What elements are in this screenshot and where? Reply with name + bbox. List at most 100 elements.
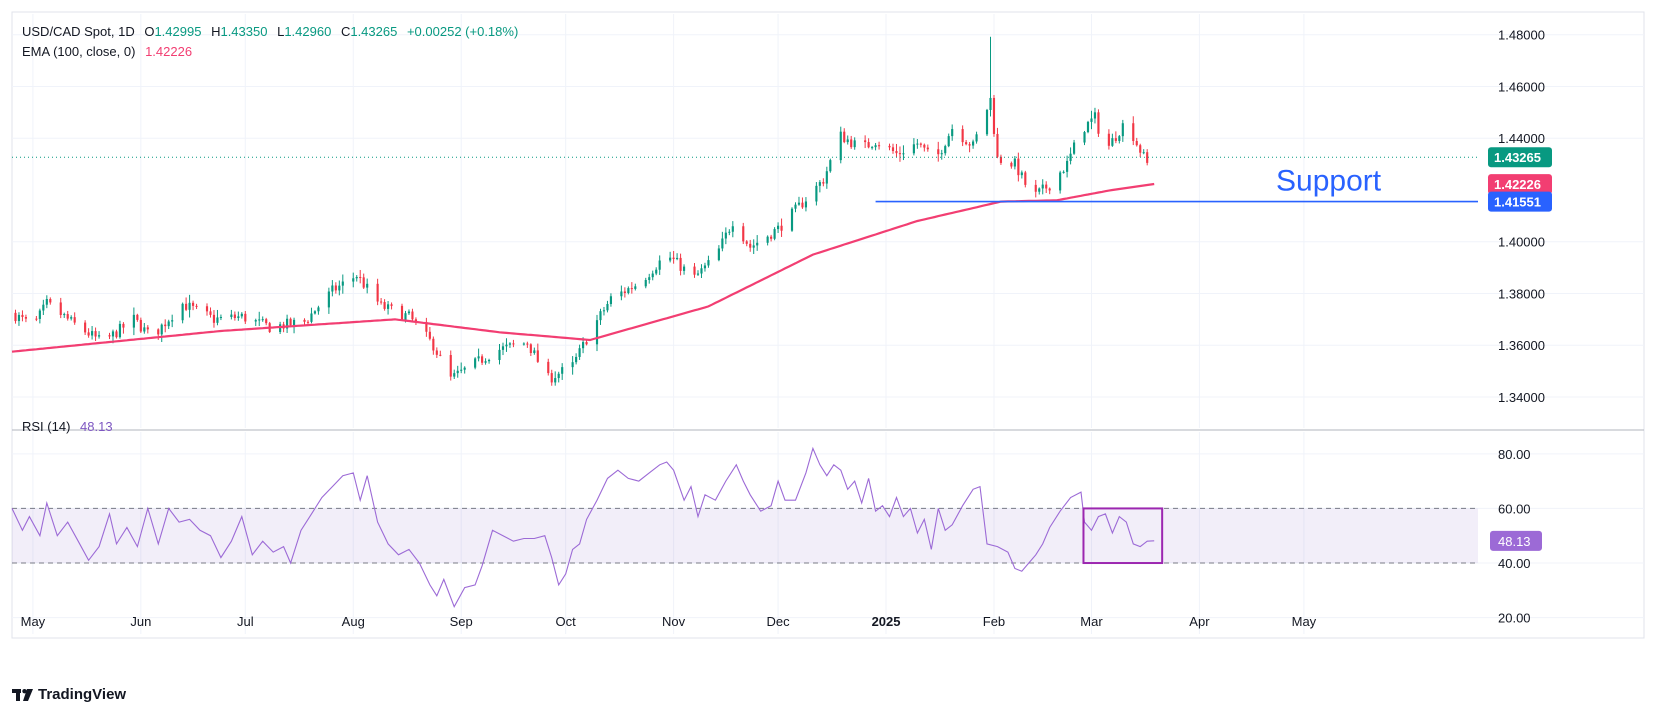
candle-body bbox=[839, 131, 842, 161]
candle-body bbox=[501, 346, 505, 350]
candle-body bbox=[205, 306, 209, 312]
candle-body bbox=[362, 277, 365, 288]
candle-body bbox=[898, 153, 902, 155]
tradingview-icon bbox=[12, 688, 33, 701]
candle-body bbox=[623, 291, 626, 294]
rsi-badge bbox=[1490, 530, 1542, 551]
rsi-tick-label: 40.00 bbox=[1498, 556, 1531, 571]
candle-body bbox=[756, 242, 759, 246]
candle-body bbox=[14, 312, 17, 322]
candle-body bbox=[265, 319, 268, 324]
candle-body bbox=[891, 147, 895, 152]
price-grid bbox=[12, 14, 1644, 428]
candle-body bbox=[676, 257, 679, 260]
candle-body bbox=[1010, 162, 1013, 167]
rsi-highlight-box bbox=[1082, 507, 1164, 565]
candle-body bbox=[1024, 172, 1027, 185]
legend-row-ema: EMA (100, close, 0) 1.42226 bbox=[22, 44, 198, 59]
rsi-axis[interactable]: 80.00 60.00 40.00 20.00 48.13 bbox=[1490, 447, 1542, 626]
candle-body bbox=[317, 307, 320, 312]
candle-body bbox=[533, 350, 536, 354]
candle-body bbox=[707, 260, 710, 266]
candle-body bbox=[1020, 172, 1023, 176]
candle-body bbox=[313, 311, 317, 314]
tradingview-logo[interactable]: TradingView bbox=[12, 686, 126, 703]
ema-value: 1.42226 bbox=[145, 44, 193, 59]
candle-body bbox=[1041, 184, 1044, 189]
candle-body bbox=[17, 314, 21, 322]
candle-body bbox=[940, 153, 943, 155]
candle-body bbox=[1097, 112, 1100, 134]
time-axis[interactable]: May Jun Jul Aug Sep Oct Nov Dec 2025 Feb Mar Apr May bbox=[21, 614, 1317, 629]
candle-body bbox=[1118, 136, 1121, 141]
candle-body bbox=[164, 324, 167, 327]
candle-body bbox=[992, 97, 996, 134]
candle-body bbox=[609, 296, 613, 305]
candle-body bbox=[463, 367, 466, 370]
candle-body bbox=[951, 129, 954, 137]
candle-body bbox=[1062, 171, 1065, 173]
candle-body bbox=[797, 202, 801, 205]
candle-body bbox=[146, 327, 149, 330]
rsi-14-line bbox=[11, 446, 1155, 609]
candle-body bbox=[505, 344, 508, 347]
candle-body bbox=[1048, 188, 1051, 191]
candle-body bbox=[139, 319, 142, 332]
candle-body bbox=[975, 134, 978, 142]
candle-body bbox=[487, 359, 491, 362]
candle-body bbox=[216, 317, 219, 323]
candle-body bbox=[888, 145, 891, 148]
candle-body bbox=[1038, 188, 1041, 192]
candle-body bbox=[874, 145, 877, 148]
price-badge bbox=[1488, 147, 1552, 168]
candle-body bbox=[944, 146, 947, 154]
candle-body bbox=[728, 231, 731, 233]
candle-body bbox=[303, 319, 306, 322]
candle-body bbox=[219, 316, 223, 318]
candle-body bbox=[902, 153, 905, 155]
candle-body bbox=[630, 288, 633, 290]
candle-body bbox=[456, 370, 459, 374]
candle-body bbox=[937, 149, 940, 155]
open-value: O1.42995 bbox=[144, 24, 202, 39]
candle-body bbox=[286, 318, 289, 329]
candle-body bbox=[1114, 138, 1117, 141]
price-axis[interactable]: 1.48000 1.46000 1.44000 1.40000 1.38000 1.360… bbox=[1488, 28, 1552, 405]
candle-body bbox=[428, 331, 431, 339]
candle-body bbox=[599, 311, 602, 321]
rsi-label[interactable]: RSI (14) bbox=[22, 419, 71, 434]
candle-body bbox=[118, 323, 122, 338]
rsi-value: 48.13 bbox=[80, 419, 113, 434]
candle-body bbox=[871, 147, 874, 149]
candle-body bbox=[801, 202, 804, 208]
candle-body bbox=[167, 321, 170, 327]
support-group: Support bbox=[875, 165, 1478, 203]
candle-body bbox=[380, 301, 383, 303]
candle-body bbox=[526, 343, 529, 345]
candle-body bbox=[261, 319, 264, 321]
ema-label[interactable]: EMA (100, close, 0) bbox=[22, 44, 136, 59]
price-tick-label: 1.36000 bbox=[1498, 338, 1545, 353]
candle-body bbox=[996, 133, 999, 157]
rsi-band bbox=[12, 507, 1478, 564]
symbol-title[interactable]: USD/CAD Spot, 1D bbox=[22, 24, 135, 39]
candle-body bbox=[240, 313, 243, 317]
change-value: +0.00252 (+0.18%) bbox=[406, 24, 519, 39]
candle-body bbox=[432, 338, 435, 351]
time-tick-label: Dec bbox=[767, 614, 791, 629]
candle-body bbox=[453, 373, 456, 377]
time-tick-label: Nov bbox=[662, 614, 686, 629]
candle-body bbox=[1013, 158, 1016, 167]
candle-body bbox=[185, 303, 188, 310]
candle-body bbox=[731, 226, 734, 232]
rsi-tick-label: 60.00 bbox=[1498, 501, 1531, 516]
candle-body bbox=[644, 280, 647, 287]
candle-body bbox=[825, 171, 828, 184]
candle-body bbox=[404, 313, 407, 320]
candle-body bbox=[1107, 133, 1110, 146]
candle-body bbox=[912, 144, 915, 154]
rsi-tick-label: 80.00 bbox=[1498, 447, 1531, 462]
time-tick-label: Aug bbox=[342, 614, 365, 629]
candle-body bbox=[1086, 121, 1090, 133]
